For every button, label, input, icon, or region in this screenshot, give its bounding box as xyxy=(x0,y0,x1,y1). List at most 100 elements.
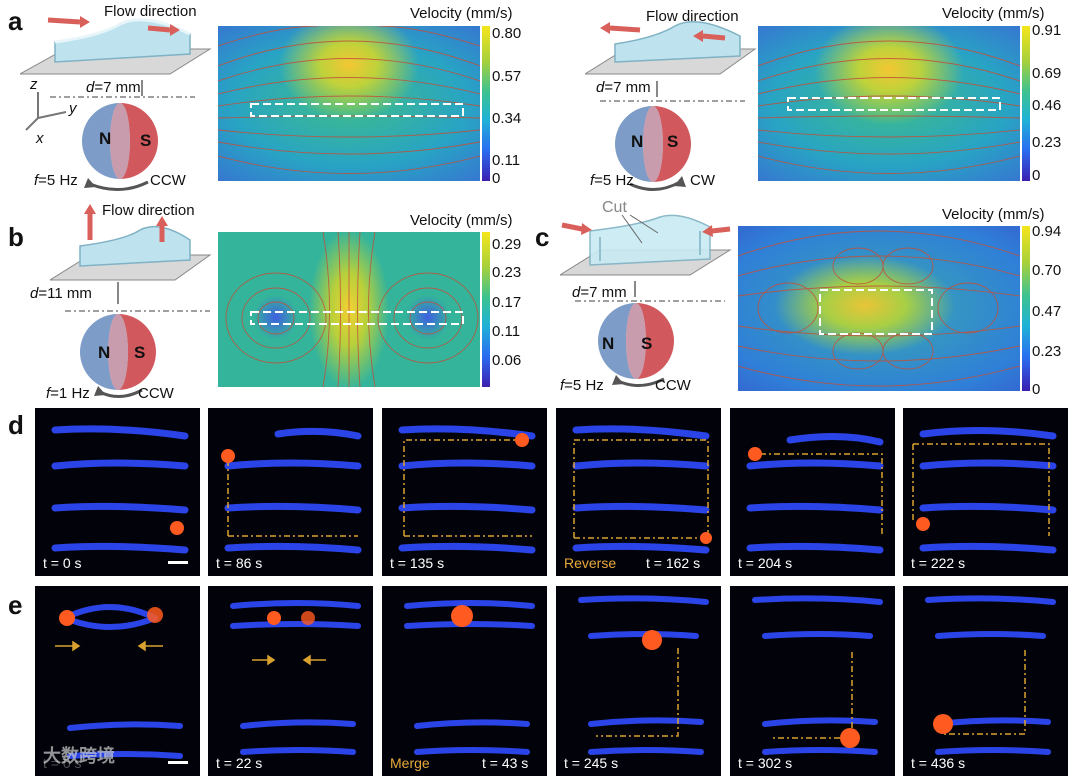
time-label: t = 135 s xyxy=(390,555,445,571)
south-label: S xyxy=(134,343,146,362)
north-label: N xyxy=(631,132,644,151)
watermark: 大数跨境 xyxy=(43,746,115,766)
cbar-tick: 0.23 xyxy=(492,264,522,281)
streamlines xyxy=(225,232,479,387)
cbar-tick: 0.47 xyxy=(1032,303,1062,320)
cbar-tick: 0.57 xyxy=(492,68,522,85)
frame-d-3: Reverse t = 162 s xyxy=(556,408,721,576)
panel-label-d: d xyxy=(8,410,24,440)
axis-z: z xyxy=(30,76,38,93)
panel-label-a: a xyxy=(8,6,23,36)
frame-d-4: t = 204 s xyxy=(730,408,895,576)
colorbar-a-left xyxy=(482,26,490,181)
frame-e-4: t = 302 s xyxy=(730,586,895,776)
rotation-label: CCW xyxy=(150,172,186,189)
streamlines xyxy=(758,40,1020,174)
colorbar-title: Velocity (mm/s) xyxy=(410,5,513,22)
cbar-tick: 0.11 xyxy=(492,323,521,340)
axis-x: x xyxy=(36,130,44,147)
cbar-tick: 0.23 xyxy=(1032,343,1062,360)
time-label: t = 22 s xyxy=(216,755,263,771)
flow-arrow-icon xyxy=(561,222,583,232)
time-label: t = 204 s xyxy=(738,555,793,571)
d-label: d=7 mm xyxy=(596,79,651,96)
cbar-tick: 0.34 xyxy=(492,110,522,127)
droplet xyxy=(301,611,315,625)
droplet xyxy=(748,447,762,461)
flow-direction-label: Flow direction xyxy=(104,3,197,20)
channels xyxy=(746,432,884,554)
d-label: d=7 mm xyxy=(572,284,627,301)
frame-e-0: 大数跨境 t = 0 s xyxy=(35,586,200,776)
rotation-label: CCW xyxy=(655,377,691,394)
time-label: t = 86 s xyxy=(216,555,263,571)
velocity-field-a-left xyxy=(218,26,480,181)
colorbar-c xyxy=(1022,226,1030,391)
f-label: f=5 Hz xyxy=(590,172,634,189)
time-label: t = 0 s xyxy=(43,555,82,571)
f-label: f=5 Hz xyxy=(34,172,78,189)
colorbar-title: Velocity (mm/s) xyxy=(410,212,513,229)
cbar-tick: 0.94 xyxy=(1032,223,1062,240)
f-label: f=1 Hz xyxy=(46,385,90,402)
time-label: t = 302 s xyxy=(738,755,793,771)
colorbar-title: Velocity (mm/s) xyxy=(942,206,1045,223)
velocity-field-c xyxy=(738,226,1020,391)
cbar-tick: 0.06 xyxy=(492,352,522,369)
panel-label-e: e xyxy=(8,590,23,620)
droplet xyxy=(515,433,529,447)
rotation-label: CW xyxy=(690,172,715,189)
channels xyxy=(398,425,536,554)
streamlines xyxy=(218,26,480,174)
axis-y: y xyxy=(69,100,77,117)
cbar-tick: 0.80 xyxy=(492,25,522,42)
cbar-tick: 0.70 xyxy=(1032,262,1062,279)
droplet xyxy=(840,728,860,748)
channels xyxy=(230,600,361,755)
flow-arrow-icon xyxy=(609,25,641,33)
streamlines xyxy=(738,230,1020,387)
droplet xyxy=(700,532,712,544)
channels xyxy=(55,604,183,759)
schematic-c xyxy=(560,214,732,387)
panel-label-c: c xyxy=(535,222,550,252)
time-label: t = 0 s xyxy=(43,755,82,771)
channels xyxy=(912,426,1057,554)
time-label: t = 43 s xyxy=(482,755,529,771)
f-label: f=5 Hz xyxy=(560,377,604,394)
north-label: N xyxy=(602,334,615,353)
droplet xyxy=(221,449,235,463)
droplet xyxy=(147,607,163,623)
channels xyxy=(578,595,709,755)
colorbar-b xyxy=(482,232,490,387)
cbar-tick: 0.91 xyxy=(1032,22,1062,39)
flow-arrow-icon xyxy=(702,33,726,41)
north-label: N xyxy=(98,343,111,362)
droplet xyxy=(170,521,184,535)
frame-d-0: t = 0 s xyxy=(35,408,200,576)
velocity-field-a-right xyxy=(758,26,1020,181)
time-label: t = 245 s xyxy=(564,755,619,771)
channels xyxy=(51,425,189,554)
rotation-arrow-icon xyxy=(89,180,149,191)
droplet xyxy=(916,517,930,531)
schematic-a-right xyxy=(585,21,757,191)
time-label: t = 162 s xyxy=(646,555,701,571)
colorbar-a-right xyxy=(1022,26,1030,181)
cbar-tick: 0.29 xyxy=(492,236,522,253)
droplet xyxy=(933,714,953,734)
south-label: S xyxy=(641,334,653,353)
channels xyxy=(925,595,1056,755)
reverse-label: Reverse xyxy=(564,555,617,571)
droplet xyxy=(451,605,473,627)
time-label: t = 436 s xyxy=(911,755,966,771)
south-label: S xyxy=(667,132,679,151)
cbar-tick: 0.17 xyxy=(492,294,522,311)
schematic-a-left xyxy=(20,16,212,191)
frame-e-5: t = 436 s xyxy=(903,586,1068,776)
cbar-tick: 0 xyxy=(1032,167,1041,184)
cbar-tick: 0 xyxy=(1032,381,1041,398)
channels xyxy=(572,425,712,554)
panel-label-b: b xyxy=(8,222,24,252)
merge-label: Merge xyxy=(390,755,430,771)
